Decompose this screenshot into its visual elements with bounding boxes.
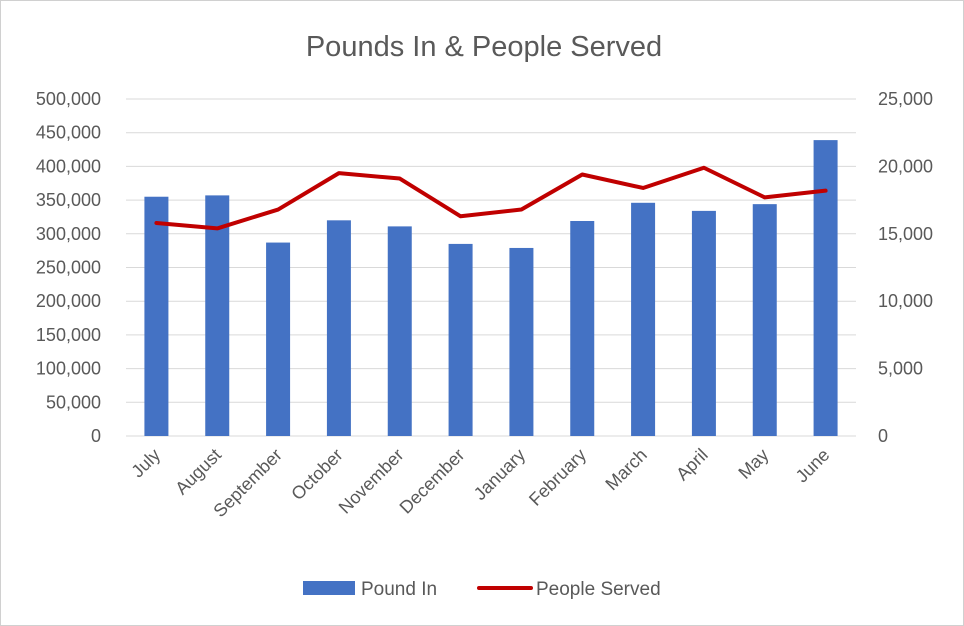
y-right-tick-label: 20,000 — [878, 156, 933, 176]
x-tick-label: June — [792, 445, 834, 487]
bar — [205, 195, 230, 436]
line-series — [154, 165, 828, 231]
y-left-tick-label: 200,000 — [36, 291, 101, 311]
bar — [813, 140, 838, 436]
bar — [509, 247, 534, 436]
bar — [570, 220, 595, 436]
bar — [144, 196, 169, 436]
bar — [691, 210, 716, 436]
y-left-tick-label: 250,000 — [36, 258, 101, 278]
y-right-tick-label: 0 — [878, 426, 888, 446]
x-tick-label: January — [470, 445, 529, 504]
x-tick-label: May — [734, 445, 772, 483]
x-tick-label: October — [287, 445, 346, 504]
x-tick-label: December — [396, 445, 469, 518]
y-axis-right: 0 5,000 10,000 15,000 20,000 25,000 — [878, 89, 933, 446]
legend-swatch-bars — [303, 581, 355, 595]
bar — [326, 220, 351, 436]
bar — [631, 202, 656, 436]
y-right-tick-label: 10,000 — [878, 291, 933, 311]
x-tick-label: April — [672, 445, 712, 485]
y-left-tick-label: 0 — [91, 426, 101, 446]
y-left-tick-label: 50,000 — [46, 392, 101, 412]
x-tick-label: August — [171, 445, 225, 499]
x-tick-label: July — [127, 445, 164, 482]
y-left-tick-label: 100,000 — [36, 359, 101, 379]
bar — [448, 243, 473, 436]
legend-label: People Served — [536, 579, 661, 600]
legend-label: Pound In — [361, 579, 437, 600]
legend: Pound In People Served — [303, 579, 661, 600]
y-left-tick-label: 300,000 — [36, 224, 101, 244]
y-left-tick-label: 150,000 — [36, 325, 101, 345]
people-served-line — [154, 165, 828, 231]
bar — [266, 242, 291, 436]
x-tick-label: February — [525, 445, 590, 510]
chart-title: Pounds In & People Served — [306, 31, 662, 63]
bar — [752, 204, 777, 436]
y-axis-left: 0 50,000 100,000 150,000 200,000 250,000 300,0… — [36, 89, 101, 446]
x-tick-label: March — [601, 445, 651, 495]
bar-series — [144, 140, 838, 436]
y-right-tick-label: 5,000 — [878, 359, 923, 379]
y-left-tick-label: 400,000 — [36, 156, 101, 176]
y-left-tick-label: 450,000 — [36, 123, 101, 143]
y-right-tick-label: 15,000 — [878, 224, 933, 244]
x-tick-label: November — [335, 445, 408, 518]
gridlines — [126, 98, 856, 437]
bar — [387, 226, 412, 436]
y-left-tick-label: 500,000 — [36, 89, 101, 109]
y-left-tick-label: 350,000 — [36, 190, 101, 210]
y-right-tick-label: 25,000 — [878, 89, 933, 109]
